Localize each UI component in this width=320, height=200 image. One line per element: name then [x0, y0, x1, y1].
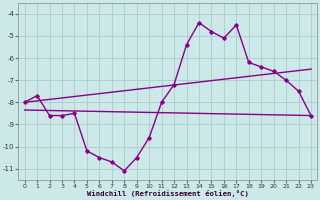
- X-axis label: Windchill (Refroidissement éolien,°C): Windchill (Refroidissement éolien,°C): [87, 190, 249, 197]
